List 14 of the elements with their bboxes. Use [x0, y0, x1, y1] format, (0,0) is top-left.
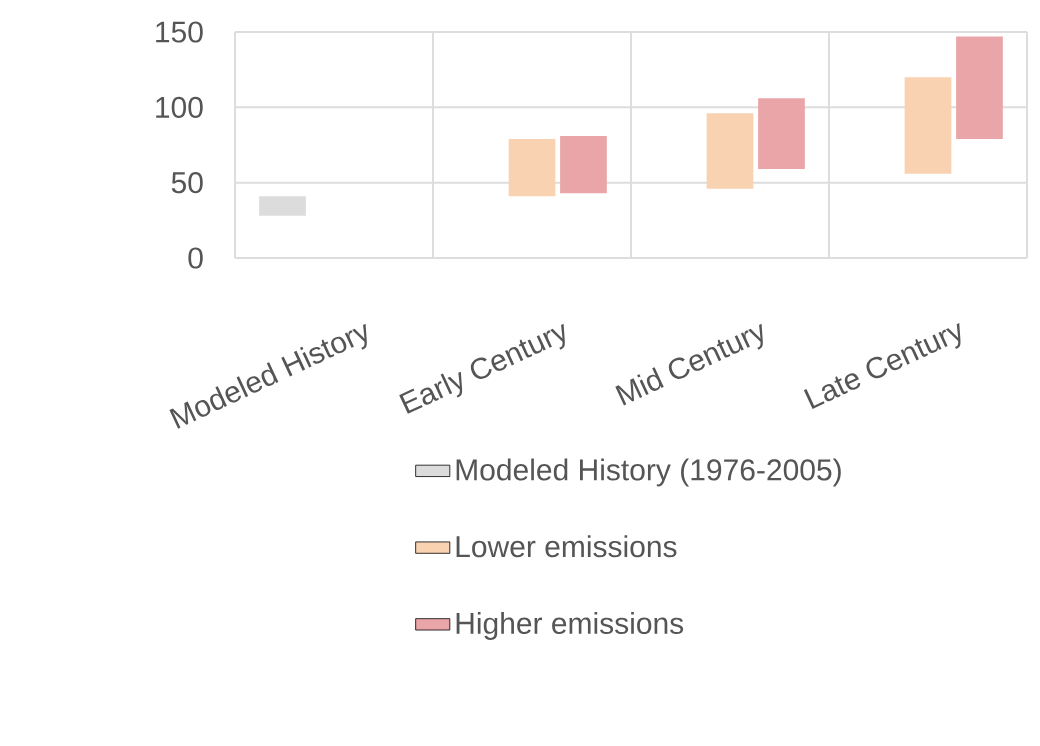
bar	[706, 113, 754, 189]
y-tick-label: 0	[188, 247, 203, 269]
bar	[560, 135, 607, 194]
y-tick-label: 150	[156, 21, 203, 43]
legend-label: Lower emissions	[456, 535, 677, 558]
legend-label: Higher emissions	[456, 611, 684, 640]
bar	[956, 36, 1003, 139]
bar	[508, 138, 556, 197]
bar	[758, 98, 805, 170]
bar	[259, 196, 306, 216]
y-tick-label: 50	[171, 172, 203, 194]
legend-label: Modeled History (1976-2005)	[456, 458, 841, 487]
y-tick-label: 100	[156, 96, 203, 118]
bar	[904, 77, 952, 174]
